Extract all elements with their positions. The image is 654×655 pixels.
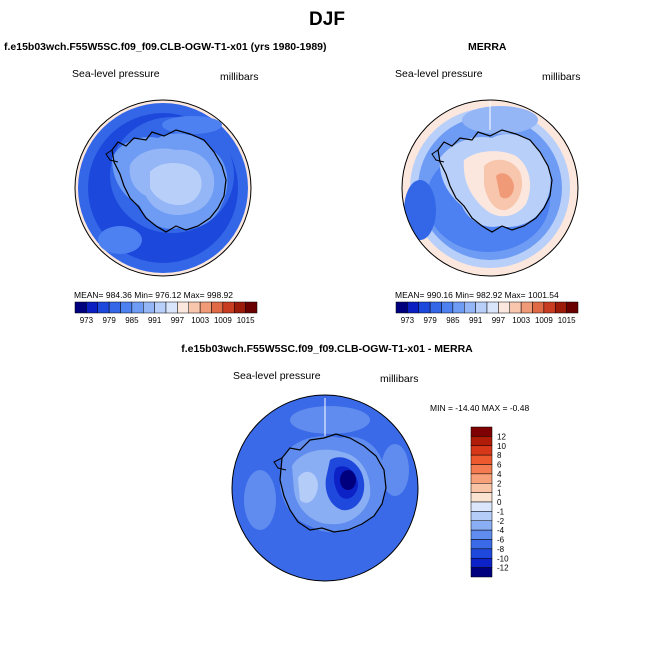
map1 xyxy=(74,99,252,277)
colorbar-swatch xyxy=(97,301,110,314)
colorbar-tick-label: -2 xyxy=(497,517,505,526)
colorbar-swatch xyxy=(418,301,431,314)
panel3-variable-label: Sea-level pressure xyxy=(233,370,321,382)
colorbar-1: 973 979 985 991 997 1003 1009 1015 xyxy=(74,301,258,325)
colorbar-swatch xyxy=(470,436,493,446)
colorbar-tick-label: 1015 xyxy=(237,316,255,325)
colorbar-tick-label: 991 xyxy=(469,316,483,325)
colorbar-swatch xyxy=(566,301,579,314)
colorbar-swatch xyxy=(470,567,493,578)
colorbar-swatch xyxy=(143,301,155,314)
colorbar-swatch xyxy=(222,301,235,314)
colorbar-tick-label: 8 xyxy=(497,451,502,460)
colorbar-swatch xyxy=(470,464,493,475)
colorbar-swatch xyxy=(108,301,121,314)
colorbar-tick-label: -6 xyxy=(497,536,505,545)
colorbar-tick-label: -10 xyxy=(497,554,509,563)
colorbar-tick-label: 1003 xyxy=(191,316,209,325)
colorbar-tick-label: 1015 xyxy=(558,316,576,325)
colorbar-swatch xyxy=(234,301,246,314)
colorbar-swatch xyxy=(120,301,133,314)
colorbar-tick-label: 0 xyxy=(497,498,502,507)
colorbar-swatch xyxy=(177,301,189,314)
colorbar-swatch xyxy=(470,483,493,493)
colorbar-tick-label: -12 xyxy=(497,564,509,573)
colorbar-tick-label: 979 xyxy=(423,316,437,325)
figure-title: DJF xyxy=(309,9,345,30)
colorbar-tick-label: 12 xyxy=(497,432,506,441)
colorbar-swatch xyxy=(470,473,493,484)
colorbar-tick-label: 985 xyxy=(125,316,139,325)
map3 xyxy=(231,394,419,582)
colorbar-swatch xyxy=(154,301,167,314)
colorbar-swatch xyxy=(470,520,493,531)
colorbar-swatch xyxy=(470,558,493,568)
colorbar-swatch xyxy=(245,301,258,314)
colorbar-swatch xyxy=(470,539,493,550)
colorbar-swatch xyxy=(429,301,442,314)
colorbar-tick-label: 991 xyxy=(148,316,162,325)
colorbar-tick-label: 2 xyxy=(497,479,502,488)
colorbar-swatch xyxy=(165,301,178,314)
colorbar-swatch xyxy=(470,529,493,540)
colorbar-tick-label: 1003 xyxy=(512,316,530,325)
colorbar-swatch xyxy=(470,445,493,456)
colorbar-swatch xyxy=(395,301,408,314)
colorbar-swatch xyxy=(509,301,522,314)
colorbar-tick-label: -1 xyxy=(497,507,505,516)
colorbar-tick-label: 1009 xyxy=(214,316,232,325)
colorbar-tick-label: 997 xyxy=(171,316,185,325)
colorbar-swatch xyxy=(470,454,493,465)
colorbar-swatch xyxy=(74,301,87,314)
panel3-stats: MIN = -14.40 MAX = -0.48 xyxy=(430,403,530,413)
colorbar-swatch xyxy=(86,301,98,314)
colorbar-swatch xyxy=(470,548,493,559)
panel3-units-label: millibars xyxy=(380,373,419,385)
colorbar-swatch xyxy=(532,301,545,314)
colorbar-tick-label: -4 xyxy=(497,526,505,535)
colorbar-swatch xyxy=(131,301,144,314)
colorbar-swatch xyxy=(441,301,454,314)
colorbar-tick-label: 1009 xyxy=(535,316,553,325)
colorbar-swatch xyxy=(470,511,493,521)
colorbar-swatch xyxy=(407,301,419,314)
map2 xyxy=(401,99,579,277)
panel1-variable-label: Sea-level pressure xyxy=(72,68,160,80)
colorbar-tick-label: 997 xyxy=(492,316,506,325)
panel1-units-label: millibars xyxy=(220,71,259,83)
colorbar-tick-label: 4 xyxy=(497,470,502,479)
colorbar-swatch xyxy=(520,301,533,314)
colorbar-swatch xyxy=(470,501,493,512)
colorbar-tick-label: 973 xyxy=(401,316,415,325)
colorbar-swatch xyxy=(452,301,465,314)
colorbar-swatch xyxy=(199,301,212,314)
colorbar-swatch xyxy=(498,301,510,314)
panel2-header: MERRA xyxy=(468,41,507,53)
colorbar-swatch xyxy=(464,301,476,314)
panel2-units-label: millibars xyxy=(542,71,581,83)
colorbar-swatch xyxy=(543,301,556,314)
colorbar-tick-label: 979 xyxy=(102,316,116,325)
colorbar-tick-label: 973 xyxy=(80,316,94,325)
colorbar-swatch xyxy=(486,301,499,314)
colorbar-swatch xyxy=(211,301,224,314)
colorbar-tick-label: 985 xyxy=(446,316,460,325)
panel3-header: f.e15b03wch.F55W5SC.f09_f09.CLB-OGW-T1-x… xyxy=(181,343,473,355)
colorbar-tick-label: 1 xyxy=(497,489,502,498)
panel1-header: f.e15b03wch.F55W5SC.f09_f09.CLB-OGW-T1-x… xyxy=(4,41,327,53)
colorbar-tick-label: 10 xyxy=(497,442,506,451)
colorbar-swatch xyxy=(470,492,493,503)
colorbar-swatch xyxy=(475,301,488,314)
colorbar-swatch xyxy=(555,301,567,314)
colorbar-swatch xyxy=(188,301,201,314)
colorbar-swatch xyxy=(470,426,493,437)
panel2-variable-label: Sea-level pressure xyxy=(395,68,483,80)
colorbar-tick-label: 6 xyxy=(497,461,502,470)
panel1-stats: MEAN= 984.36 Min= 976.12 Max= 998.92 xyxy=(74,290,234,300)
panel2-stats: MEAN= 990.16 Min= 982.92 Max= 1001.54 xyxy=(395,290,559,300)
colorbar-2: 973 979 985 991 997 1003 1009 1015 xyxy=(395,301,579,325)
colorbar-tick-label: -8 xyxy=(497,545,505,554)
